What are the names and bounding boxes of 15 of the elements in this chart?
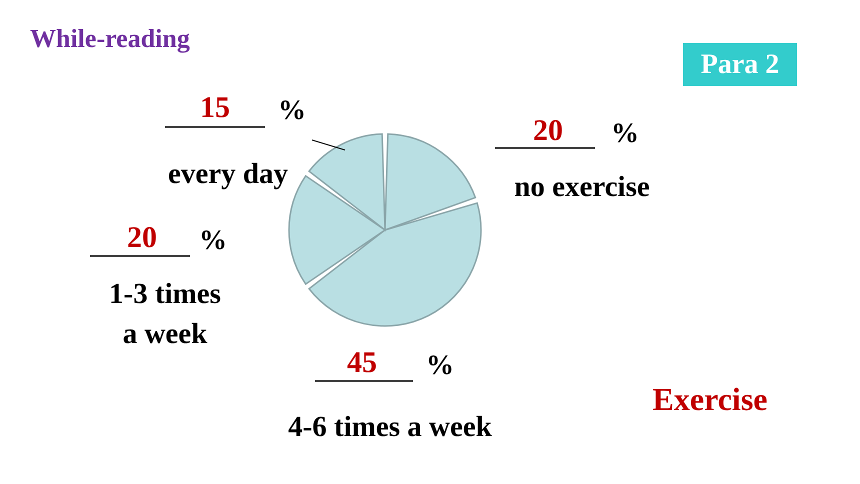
data-label: 15: [200, 91, 230, 124]
slice-label: 4-6 times a week: [288, 411, 493, 443]
text: %: [278, 95, 306, 126]
text: %: [426, 350, 454, 381]
slice-label: 1-3 times a week: [109, 278, 221, 350]
text: %: [199, 225, 227, 256]
text: Exercise: [652, 381, 768, 417]
slice-label: every day: [168, 158, 288, 190]
slice-label: no exercise: [514, 171, 650, 203]
data-label: 20: [533, 114, 563, 147]
data-label: 20: [127, 221, 157, 254]
text: Para 2: [700, 49, 780, 80]
text: %: [611, 118, 639, 149]
data-label: 45: [347, 346, 377, 379]
chart-title: While-reading: [30, 24, 190, 53]
